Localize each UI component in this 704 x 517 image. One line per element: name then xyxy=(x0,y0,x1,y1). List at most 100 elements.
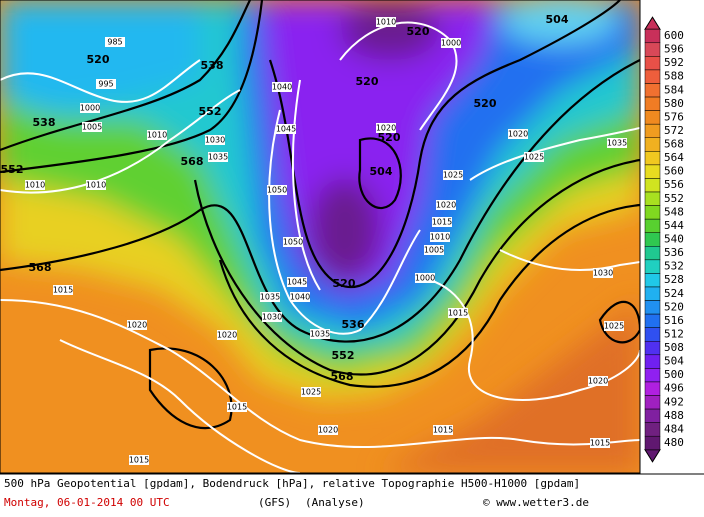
colorbar-label: 512 xyxy=(664,327,684,340)
pressure-label-bg xyxy=(590,438,610,448)
pressure-label-bg xyxy=(208,152,228,162)
pressure-label-bg xyxy=(415,273,435,283)
colorbar-label: 564 xyxy=(664,151,684,164)
pressure-label-bg xyxy=(227,402,247,412)
colorbar-cell xyxy=(644,137,661,152)
pressure-label-bg xyxy=(80,103,100,113)
pressure-label-bg xyxy=(441,38,461,48)
pressure-label-bg xyxy=(524,152,544,162)
colorbar-cell xyxy=(644,28,661,44)
height-label: 536 xyxy=(342,318,365,331)
colorbar-cell xyxy=(644,422,661,437)
pressure-label-bg xyxy=(147,130,167,140)
pressure-label-bg xyxy=(588,376,608,386)
pressure-label: 1035 xyxy=(208,153,228,162)
colorbar-label: 556 xyxy=(664,178,684,191)
pressure-label-bg xyxy=(310,329,330,339)
pressure-label: 1015 xyxy=(129,456,149,465)
pressure-label-bg xyxy=(272,82,292,92)
pressure-label: 1010 xyxy=(376,18,396,27)
pressure-label: 1000 xyxy=(441,39,461,48)
colorbar-label: 528 xyxy=(664,273,684,286)
pressure-label-bg xyxy=(318,425,338,435)
height-label: 552 xyxy=(199,105,222,118)
pressure-label-bg xyxy=(593,268,613,278)
pressure-label: 1035 xyxy=(260,293,280,302)
colorbar-cell xyxy=(644,218,661,233)
pressure-label: 1025 xyxy=(604,322,624,331)
footer-credit: © www.wetter3.de xyxy=(483,496,589,509)
pressure-label: 1020 xyxy=(318,426,338,435)
height-label: 552 xyxy=(1,163,24,176)
height-label: 520 xyxy=(87,53,110,66)
pressure-label-bg xyxy=(604,321,624,331)
pressure-label: 1015 xyxy=(432,218,452,227)
pressure-label-bg xyxy=(276,124,296,134)
pressure-label: 1025 xyxy=(524,153,544,162)
pressure-label-bg xyxy=(105,37,125,47)
colorbar-cell xyxy=(644,69,661,84)
colorbar-cell xyxy=(644,42,661,57)
pressure-label: 1025 xyxy=(443,171,463,180)
map-frame xyxy=(0,0,641,474)
height-label: 520 xyxy=(474,97,497,110)
pressure-label: 1050 xyxy=(267,186,287,195)
colorbar-cell xyxy=(644,354,661,369)
colorbar-cell xyxy=(644,259,661,274)
pressure-label: 1005 xyxy=(424,246,444,255)
pressure-label: 1020 xyxy=(376,124,396,133)
height-label: 504 xyxy=(370,165,393,178)
pressure-label: 1030 xyxy=(593,269,613,278)
pressure-label-bg xyxy=(301,387,321,397)
pressure-label-bg xyxy=(262,312,282,322)
pressure-label: 1020 xyxy=(127,321,147,330)
height-label: 520 xyxy=(356,75,379,88)
pressure-label-bg xyxy=(53,285,73,295)
pressure-label-bg xyxy=(376,123,396,133)
pressure-label: 1015 xyxy=(590,439,610,448)
pressure-label-bg xyxy=(25,180,45,190)
pressure-label: 1010 xyxy=(25,181,45,190)
colorbar-cell xyxy=(644,246,661,261)
height-label: 504 xyxy=(546,13,569,26)
colorbar-arrow-top xyxy=(644,16,661,30)
height-label: 520 xyxy=(407,25,430,38)
pressure-label: 1020 xyxy=(436,201,456,210)
pressure-label-bg xyxy=(86,180,106,190)
colorbar-label: 552 xyxy=(664,192,684,205)
colorbar-label: 584 xyxy=(664,83,684,96)
pressure-label: 1045 xyxy=(276,125,296,134)
pressure-label: 995 xyxy=(98,80,113,89)
colorbar-label: 532 xyxy=(664,260,684,273)
pressure-label: 1050 xyxy=(283,238,303,247)
pressure-label: 1020 xyxy=(217,331,237,340)
pressure-label-bg xyxy=(448,308,468,318)
pressure-label-bg xyxy=(267,185,287,195)
colorbar-label: 536 xyxy=(664,246,684,259)
pressure-label: 1005 xyxy=(82,123,102,132)
pressure-label: 1015 xyxy=(448,309,468,318)
pressure-label: 1010 xyxy=(430,233,450,242)
colorbar-cell xyxy=(644,313,661,328)
footer-run: (Analyse) xyxy=(305,496,365,509)
pressure-label: 1000 xyxy=(80,104,100,113)
pressure-label-bg xyxy=(443,170,463,180)
colorbar-label: 592 xyxy=(664,56,684,69)
height-label: 538 xyxy=(33,116,56,129)
pressure-label: 1020 xyxy=(588,377,608,386)
pressure-label-bg xyxy=(96,79,116,89)
pressure-label: 1030 xyxy=(205,136,225,145)
colorbar-cell xyxy=(644,341,661,356)
colorbar-cell xyxy=(644,83,661,98)
colorbar-cell xyxy=(644,327,661,342)
pressure-label: 1025 xyxy=(301,388,321,397)
colorbar-cell xyxy=(644,56,661,71)
pressure-label: 1015 xyxy=(53,286,73,295)
footer-model: (GFS) xyxy=(258,496,291,509)
map-labels: 985 995 1000 1005 1010 1010 1010 1015 1020 1020 10… xyxy=(1,13,627,465)
pressure-label-bg xyxy=(290,292,310,302)
pressure-label-bg xyxy=(436,200,456,210)
pressure-label: 1045 xyxy=(287,278,307,287)
map xyxy=(0,0,640,473)
colorbar-cell xyxy=(644,151,661,166)
